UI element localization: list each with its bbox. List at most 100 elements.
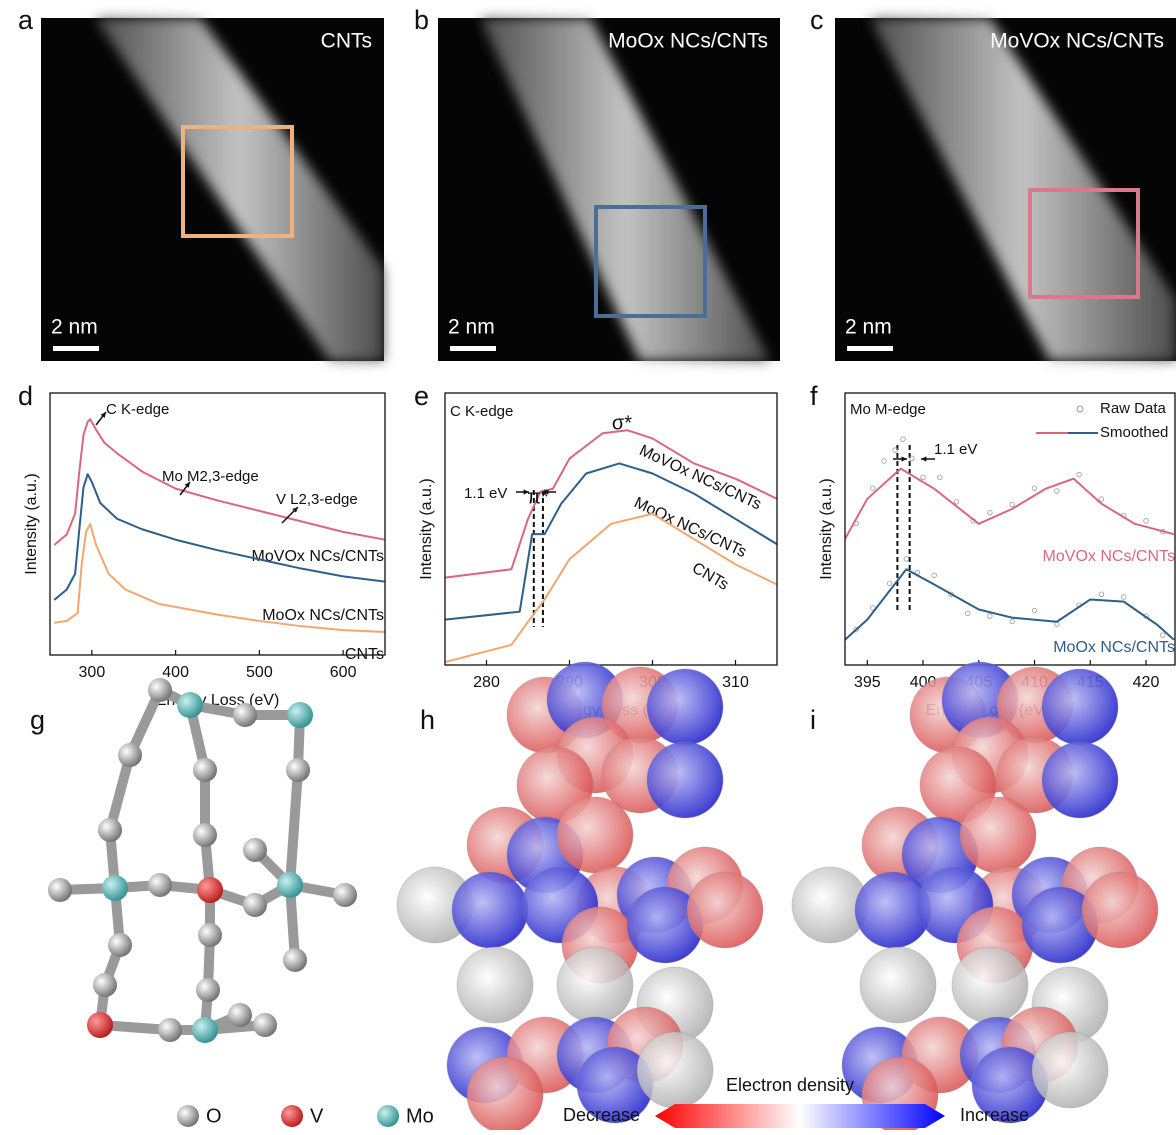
- annotation: σ*: [612, 412, 632, 434]
- image-label: MoVOx NCs/CNTs: [990, 30, 1164, 53]
- x-tick-label: 400: [162, 664, 189, 681]
- legend-label: Smoothed: [1100, 424, 1168, 441]
- atom: [243, 893, 267, 917]
- atom-legend-label: Mo: [406, 1105, 434, 1127]
- raw-point: [1160, 633, 1165, 638]
- atom: [277, 872, 303, 898]
- density-sphere: [467, 1057, 543, 1130]
- y-axis-label: Intensity (a.u.): [818, 478, 835, 579]
- density-sphere: [1082, 872, 1158, 948]
- panel-letter: a: [18, 5, 34, 35]
- raw-point: [893, 448, 898, 453]
- raw-point: [1055, 489, 1060, 494]
- atom: [177, 692, 203, 718]
- density-sphere: [647, 742, 723, 818]
- atom: [158, 1018, 182, 1042]
- annotation: Mo M-edge: [850, 401, 926, 418]
- atom: [93, 973, 117, 997]
- series-label: MoOx NCs/CNTs: [1053, 639, 1175, 656]
- annotation: π*: [527, 486, 549, 508]
- atom: [253, 1013, 277, 1037]
- panel-letter: g: [30, 705, 45, 735]
- raw-point: [1077, 472, 1082, 477]
- density-sphere: [557, 797, 633, 873]
- panel-letter: c: [810, 5, 824, 35]
- atom: [228, 1003, 252, 1027]
- series-label: MoOx NCs/CNTs: [262, 607, 384, 624]
- image-label: CNTs: [321, 30, 372, 53]
- image-label: MoOx NCs/CNTs: [608, 30, 768, 53]
- series-label: CNTs: [689, 560, 731, 594]
- raw-point: [1032, 608, 1037, 613]
- atom-legend-label: O: [206, 1105, 222, 1127]
- atom: [233, 703, 257, 727]
- x-tick-label: 500: [246, 664, 273, 681]
- atom: [87, 1012, 113, 1038]
- scale-label: 2 nm: [51, 316, 98, 339]
- density-sphere: [1042, 742, 1118, 818]
- density-sphere: [647, 669, 723, 745]
- raw-point: [1010, 619, 1015, 624]
- density-sphere: [452, 872, 528, 948]
- panel-letter: f: [810, 381, 818, 411]
- x-tick-label: 395: [854, 674, 881, 691]
- atom: [287, 702, 313, 728]
- scale-bar: [450, 346, 496, 351]
- density-sphere: [960, 797, 1036, 873]
- raw-point: [988, 510, 993, 515]
- colorbar-low: Decrease: [563, 1105, 640, 1125]
- annotation: Mo M2,3-edge: [162, 468, 259, 485]
- annotation: 1.1 eV: [934, 441, 977, 458]
- atom: [196, 978, 220, 1002]
- colorbar-high: Increase: [960, 1105, 1029, 1125]
- atom: [108, 933, 132, 957]
- panel-letter: h: [420, 705, 435, 735]
- arrow-head: [902, 456, 907, 461]
- atom: [197, 877, 223, 903]
- x-tick-label: 300: [79, 664, 106, 681]
- scale-label: 2 nm: [448, 316, 495, 339]
- density-sphere: [1032, 1032, 1108, 1108]
- atom: [193, 823, 217, 847]
- spectrum: [845, 469, 1174, 539]
- annotation: V L2,3-edge: [276, 491, 358, 508]
- atom-legend-ball: [281, 1105, 303, 1127]
- raw-point: [1144, 519, 1149, 524]
- raw-point: [887, 581, 892, 586]
- raw-point: [921, 475, 926, 480]
- atom: [243, 838, 267, 862]
- atom: [148, 873, 172, 897]
- density-sphere: [557, 947, 633, 1023]
- density-sphere: [637, 1032, 713, 1108]
- atom: [333, 883, 357, 907]
- raw-point: [1032, 486, 1037, 491]
- panel-letter: i: [810, 705, 816, 735]
- spectrum: [845, 569, 1174, 639]
- x-tick-label: 280: [473, 674, 500, 691]
- x-tick-label: 600: [330, 664, 357, 681]
- colorbar: [655, 1104, 945, 1128]
- atom: [98, 818, 122, 842]
- atom: [102, 875, 128, 901]
- density-sphere: [687, 872, 763, 948]
- raw-point: [910, 456, 915, 461]
- raw-point: [988, 614, 993, 619]
- x-tick-label: 420: [1133, 674, 1160, 691]
- scale-bar: [847, 346, 893, 351]
- raw-point: [1099, 497, 1104, 502]
- annotation: 1.1 eV: [464, 485, 507, 502]
- density-sphere: [457, 947, 533, 1023]
- series-label: MoOx NCs/CNTs: [631, 494, 749, 561]
- atom: [118, 743, 142, 767]
- annotation: C K-edge: [106, 401, 169, 418]
- colorbar-title: Electron density: [726, 1075, 854, 1095]
- legend-symbol: [1077, 406, 1083, 412]
- annotation: C K-edge: [450, 403, 513, 420]
- atom: [192, 1017, 218, 1043]
- figure: abcdefghiCNTs2 nmMoOx NCs/CNTs2 nmMoVOx …: [0, 0, 1176, 1130]
- bond: [290, 770, 298, 885]
- scale-label: 2 nm: [845, 316, 892, 339]
- atom-legend-ball: [377, 1105, 399, 1127]
- atom: [283, 948, 307, 972]
- raw-point: [1099, 592, 1104, 597]
